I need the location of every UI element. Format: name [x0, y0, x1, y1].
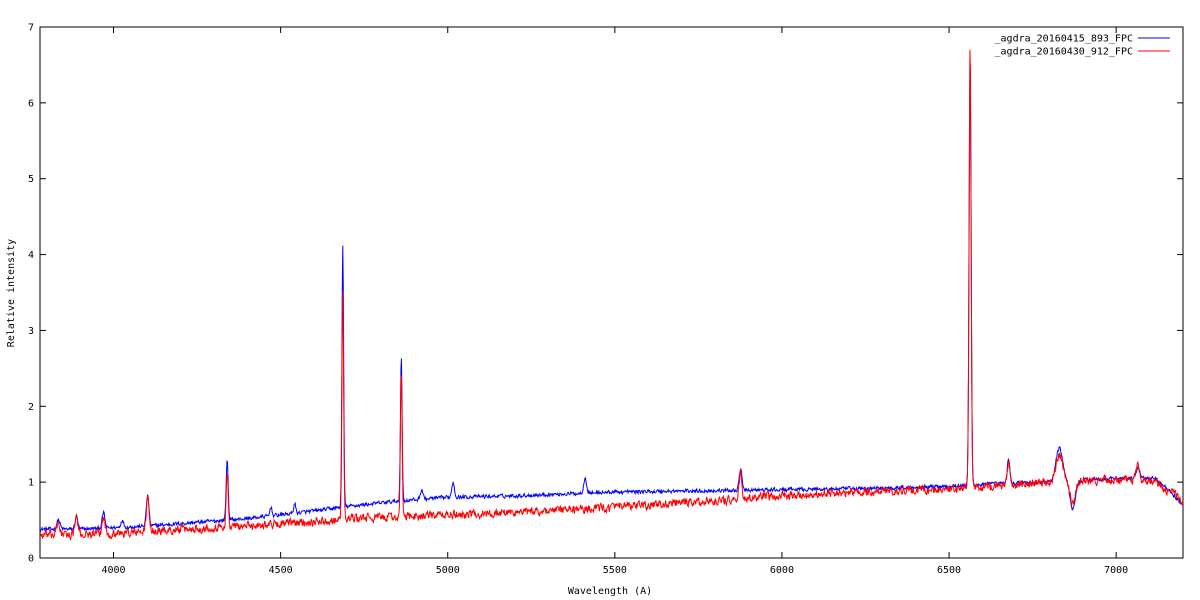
x-tick-label: 6500 — [937, 565, 961, 576]
legend: _agdra_20160415_893_FPC _agdra_20160430_9… — [995, 34, 1170, 58]
x-tick-label: 5000 — [436, 565, 460, 576]
y-tick-label: 4 — [28, 250, 34, 261]
y-tick-label: 6 — [28, 98, 34, 109]
legend-label-2: _agdra_20160430_912_FPC — [995, 47, 1133, 58]
legend-label-1: _agdra_20160415_893_FPC — [995, 34, 1133, 45]
y-tick-label: 3 — [28, 326, 34, 337]
x-tick-label: 5500 — [603, 565, 627, 576]
y-tick-label: 2 — [28, 402, 34, 413]
plot-border — [39, 26, 1184, 559]
plot-frame — [39, 26, 1184, 559]
y-axis-ticks: 0 1 2 3 4 5 6 7 — [28, 23, 1183, 565]
x-axis-label: Wavelength (A) — [568, 586, 652, 597]
series-line-2 — [39, 49, 1184, 542]
y-axis-label: Relative intensity — [6, 239, 17, 347]
y-tick-label: 7 — [28, 23, 34, 34]
x-axis-ticks: 4000 4500 5000 5500 6000 6500 7000 — [101, 27, 1128, 576]
x-tick-label: 6000 — [770, 565, 794, 576]
y-tick-label: 0 — [28, 554, 34, 565]
series-line-1 — [39, 62, 1184, 533]
x-tick-label: 7000 — [1104, 565, 1128, 576]
series-layer — [39, 49, 1184, 542]
y-tick-label: 5 — [28, 174, 34, 185]
y-tick-label: 1 — [28, 478, 34, 489]
x-tick-label: 4000 — [101, 565, 125, 576]
x-tick-label: 4500 — [269, 565, 293, 576]
